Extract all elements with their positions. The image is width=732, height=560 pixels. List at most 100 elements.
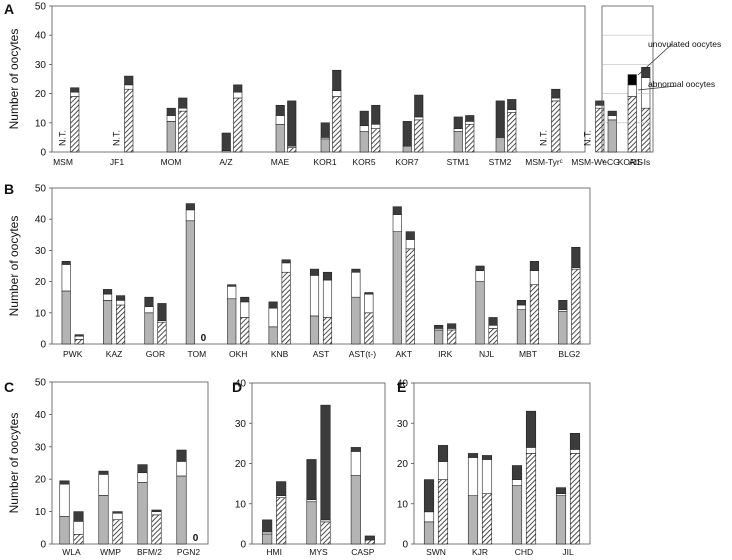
y-tick-label: 20 [35, 277, 47, 288]
bar-segment-normal [529, 284, 539, 345]
inset-bar-segment-unovulated [607, 110, 617, 116]
bar-segment-unovulated [309, 268, 320, 276]
bar-segment-normal [437, 479, 449, 545]
bar-group: KJR [467, 453, 493, 557]
bar-segment-abnormal [595, 104, 605, 109]
bar-group: BFM/2 [137, 464, 162, 557]
bar-segment-normal [227, 298, 237, 345]
y-tick-label: 40 [35, 410, 47, 421]
bar-segment-unovulated [516, 300, 526, 306]
bar-segment-abnormal [511, 479, 523, 486]
bar-segment-unovulated [320, 122, 330, 138]
bar-segment-unovulated [595, 100, 605, 106]
bar-group: GOR [144, 296, 167, 359]
bar-segment-unovulated [447, 323, 457, 329]
bar-segment-unovulated [178, 97, 188, 109]
bar-segment-abnormal [351, 271, 361, 298]
bar-segment-abnormal [70, 91, 80, 97]
y-tick-label: 30 [235, 419, 247, 430]
category-label: PWK [63, 349, 83, 359]
bar-segment-normal [359, 131, 369, 153]
bar-group: WMP [98, 470, 123, 557]
bar-segment-unovulated [332, 69, 342, 91]
bar-group: STM1 [447, 115, 475, 167]
bar-segment-normal [569, 453, 581, 545]
y-tick-label: 0 [40, 148, 46, 159]
bar-segment-normal [240, 317, 250, 345]
bar-segment-normal [137, 482, 148, 545]
category-label: MOM [161, 157, 182, 167]
bar-segment-normal [453, 131, 463, 153]
plot-frame [51, 187, 591, 345]
y-tick-label: 10 [35, 308, 47, 319]
legend-leader-line [637, 43, 673, 76]
bar-segment-unovulated [233, 84, 243, 93]
panel-e: E 0 10 20 30 40 SWN KJR CHD JIL [397, 379, 591, 557]
bar-group: CASP [350, 447, 375, 557]
bar-segment-unovulated [116, 295, 126, 301]
bar-segment-abnormal [481, 459, 493, 494]
category-label: KOR1-Is [618, 157, 651, 167]
bar-segment-abnormal [144, 306, 154, 314]
panel-d: D 0 10 20 30 40 HMI MYS CASP [232, 379, 386, 557]
bar-segment-unovulated [59, 480, 70, 485]
inset-frame [601, 5, 654, 153]
legend-unovulated: unovulated oocytes [648, 39, 721, 49]
bar-segment-normal [392, 231, 402, 345]
y-tick-label: 30 [397, 419, 409, 430]
inset-bar-segment-normal [607, 119, 617, 153]
category-label: HMI [266, 547, 282, 557]
category-label: BLG2 [558, 349, 580, 359]
y-tick-label: 20 [35, 89, 47, 100]
bar-group: KNB [268, 259, 291, 359]
bar-segment-abnormal [74, 335, 84, 340]
bar-segment-normal [571, 268, 581, 345]
bar-group: MBT [516, 261, 539, 359]
category-label: WLA [62, 547, 81, 557]
bar-segment-abnormal [437, 461, 449, 480]
category-label: MSM-Wᵛ [571, 157, 605, 167]
bar-segment-normal [558, 310, 568, 345]
y-axis-label: Number of oocytes [7, 216, 21, 317]
bar-segment-abnormal [467, 457, 479, 496]
bar-segment-normal [447, 329, 457, 345]
bar-segment-abnormal [116, 300, 126, 306]
bar-group: NJL [475, 265, 498, 359]
bar-segment-normal [178, 110, 188, 153]
bar-group: WLA [59, 480, 84, 557]
not-tested-label: N.T. [538, 130, 548, 146]
bar-segment-normal [233, 97, 243, 153]
bar-segment-normal [516, 309, 526, 345]
bar-segment-unovulated [322, 271, 333, 281]
y-tick-label: 0 [40, 540, 46, 551]
bar-segment-abnormal [151, 511, 162, 516]
bar-segment-unovulated [112, 511, 123, 514]
panel-c: C 0 10 20 30 40 50 Number of oocytes WLA WMP BFM/2… [4, 378, 209, 557]
y-tick-label: 50 [35, 378, 47, 389]
bar-segment-abnormal [516, 304, 526, 310]
bar-segment-abnormal [371, 123, 381, 129]
not-tested-label: N.T. [57, 130, 67, 146]
bar-segment-abnormal [227, 285, 237, 300]
bar-segment-normal [507, 112, 517, 153]
bar-group: CHD [511, 410, 537, 557]
panel-label: C [4, 379, 14, 395]
bar-segment-unovulated [437, 445, 449, 462]
category-label: GOR [146, 349, 165, 359]
bar-group: N.T. MSM-Tyrᶜ [525, 88, 563, 167]
bar-group: AST [309, 268, 333, 359]
category-label: OKH [229, 349, 247, 359]
panel-label: D [232, 379, 242, 395]
bar-segment-unovulated [350, 447, 361, 452]
bar-segment-normal [268, 326, 278, 345]
category-label: PGN2 [177, 547, 200, 557]
bar-segment-unovulated [262, 519, 273, 533]
bar-segment-normal [276, 497, 287, 545]
bar-group: STM2 [489, 99, 517, 167]
bar-segment-normal [176, 475, 187, 545]
bar-segment-abnormal [137, 472, 148, 483]
bar-segment-abnormal [529, 270, 539, 286]
y-tick-label: 30 [35, 246, 47, 257]
bar-group: KOR1 [313, 69, 342, 167]
